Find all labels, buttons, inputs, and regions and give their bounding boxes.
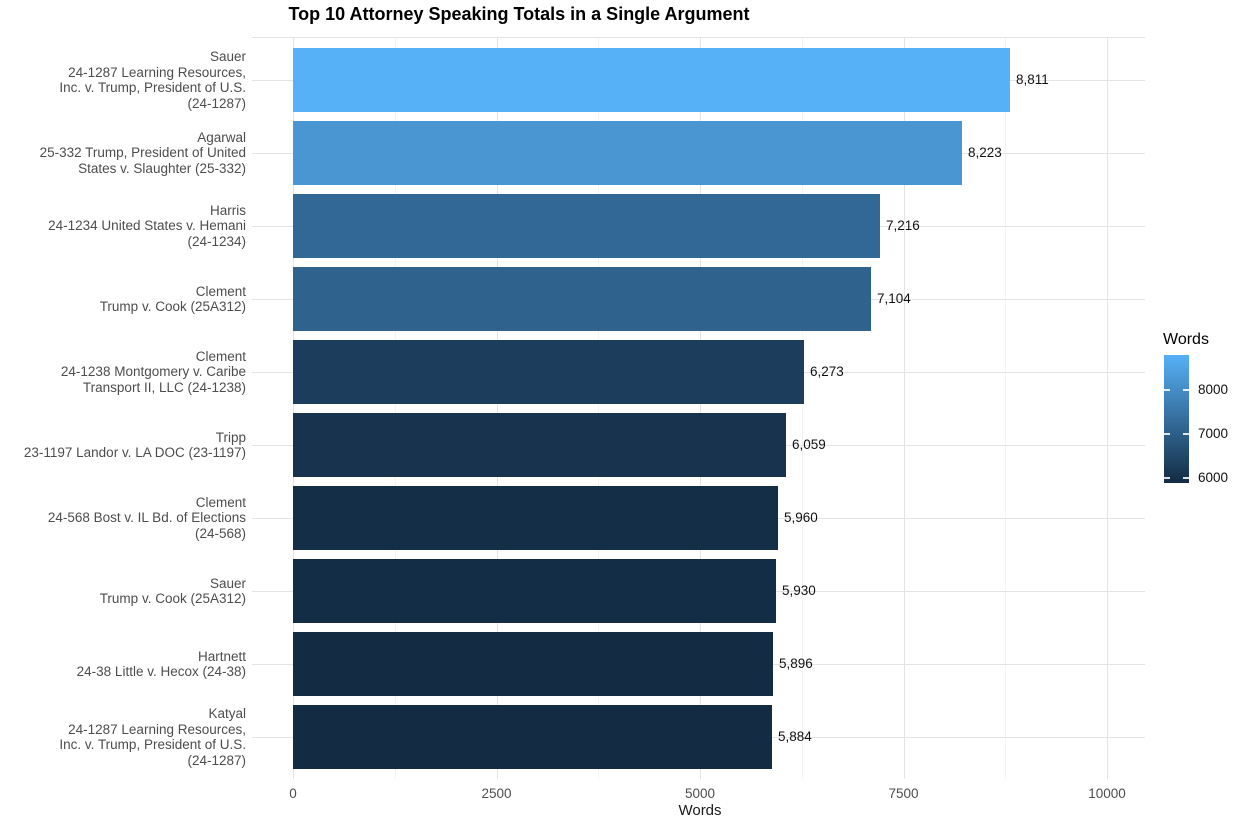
- bar-value-label: 7,216: [886, 218, 920, 233]
- gridline-horizontal: [252, 37, 1145, 38]
- y-axis-label-line: Inc. v. Trump, President of U.S.: [59, 80, 246, 95]
- bar: [293, 121, 962, 185]
- gridline-vertical-major: [293, 37, 294, 779]
- legend-colorbar-tick: [1183, 389, 1189, 392]
- y-axis-label-line: Clement: [195, 283, 246, 299]
- y-axis-label-line: Agarwal: [197, 129, 246, 145]
- bar: [293, 705, 772, 769]
- legend-colorbar-tick: [1164, 389, 1170, 392]
- y-axis-label: Hartnett 24-38 Little v. Hecox (24-38): [0, 649, 246, 680]
- y-axis-label-line: (24-1287): [187, 95, 246, 111]
- bar-value-label: 7,104: [877, 291, 911, 306]
- y-axis-label: Harris 24-1234 United States v. Hemani (24…: [0, 203, 246, 250]
- y-axis-label: Clement Trump v. Cook (25A312): [0, 284, 246, 315]
- legend-colorbar-tick: [1183, 476, 1189, 479]
- bar: [293, 340, 804, 404]
- legend-tick-label: 7000: [1198, 426, 1229, 442]
- bar-value-label: 8,811: [1016, 72, 1049, 87]
- bar-value-label: 5,884: [778, 729, 812, 744]
- gridline-vertical-major: [496, 37, 498, 779]
- x-tick-label: 7500: [888, 786, 919, 801]
- y-axis-label-line: Inc. v. Trump, President of U.S.: [59, 737, 246, 752]
- y-axis-label-line: 24-1238 Montgomery v. Caribe: [60, 364, 246, 380]
- legend-title: Words: [1163, 331, 1209, 348]
- y-axis-label-line: 24-1287 Learning Resources,: [68, 64, 246, 80]
- y-axis-label-line: Katyal: [208, 706, 246, 721]
- y-axis-label: Sauer Trump v. Cook (25A312): [0, 576, 246, 607]
- x-tick-label: 2500: [481, 786, 512, 801]
- y-axis-label-line: Trump v. Cook (25A312): [99, 591, 246, 606]
- gridline-vertical-minor: [394, 37, 396, 779]
- legend-tick-label: 8000: [1198, 382, 1229, 398]
- y-axis-label-line: Clement: [195, 494, 246, 510]
- y-axis-label-line: 24-38 Little v. Hecox (24-38): [76, 664, 246, 679]
- gridline-vertical-minor: [598, 37, 600, 779]
- gridline-vertical-minor: [801, 37, 803, 779]
- y-axis-label-line: 24-1234 United States v. Hemani: [48, 218, 246, 234]
- y-axis-label-line: Transport II, LLC (24-1238): [82, 379, 246, 395]
- y-axis-label: Tripp 23-1197 Landor v. LA DOC (23-1197): [0, 430, 246, 461]
- bar-value-label: 5,960: [784, 510, 818, 525]
- y-axis-label-line: Sauer: [209, 575, 246, 591]
- legend-colorbar-tick: [1164, 433, 1170, 436]
- y-axis-label: Sauer 24-1287 Learning Resources, Inc. v. …: [0, 49, 246, 111]
- y-axis-label: Katyal 24-1287 Learning Resources, Inc. v.…: [0, 706, 246, 768]
- y-axis-label-line: Sauer: [209, 49, 246, 64]
- y-axis-label-line: Clement: [195, 348, 246, 364]
- chart-title: Top 10 Attorney Speaking Totals in a Sin…: [288, 4, 750, 24]
- bar: [293, 194, 880, 258]
- plot-panel: 8,811 8,223 7,216 7,104 6,273 6,059 5,960 5,930…: [252, 37, 1145, 779]
- bar-value-label: 6,059: [792, 437, 826, 452]
- x-tick-label: 5000: [684, 786, 716, 801]
- y-axis-label: Agarwal 25-332 Trump, President of United…: [0, 130, 246, 177]
- bar: [293, 486, 778, 550]
- bar-value-label: 6,273: [810, 364, 844, 379]
- bar: [293, 48, 1010, 112]
- y-axis-label-line: (24-1287): [187, 752, 246, 768]
- gridline-vertical-major: [1107, 37, 1108, 779]
- x-tick-label: 0: [289, 786, 297, 801]
- y-axis-label-line: (24-1234): [187, 233, 246, 249]
- bar: [293, 559, 776, 623]
- y-axis-label-line: (24-568): [194, 525, 246, 541]
- y-axis-label-line: Harris: [210, 202, 246, 218]
- bar: [293, 267, 871, 331]
- bar: [293, 632, 773, 696]
- y-axis-label-line: Trump v. Cook (25A312): [99, 299, 246, 314]
- bar-value-label: 5,896: [779, 656, 813, 671]
- x-axis-title: Words: [678, 802, 722, 819]
- bar-value-label: 8,223: [968, 145, 1002, 160]
- bar: [293, 413, 786, 477]
- y-axis-label-line: Hartnett: [197, 648, 246, 664]
- y-axis-label-line: 24-568 Bost v. IL Bd. of Elections: [47, 510, 246, 526]
- y-axis-label-line: 23-1197 Landor v. LA DOC (23-1197): [23, 445, 246, 460]
- legend-tick-label: 6000: [1198, 469, 1229, 485]
- y-axis-label-line: 24-1287 Learning Resources,: [68, 721, 246, 737]
- y-axis-label-line: Tripp: [215, 429, 246, 445]
- legend-colorbar: [1164, 355, 1189, 483]
- legend-colorbar-tick: [1183, 433, 1189, 436]
- legend-colorbar-tick: [1164, 476, 1170, 479]
- x-tick-label: 10000: [1088, 786, 1126, 801]
- gridline-vertical-major: [700, 37, 701, 779]
- gridline-vertical-major: [903, 37, 905, 779]
- y-axis-label-line: States v. Slaughter (25-332): [78, 160, 246, 176]
- gridline-vertical-minor: [1005, 37, 1007, 779]
- y-axis-label: Clement 24-1238 Montgomery v. Caribe Trans…: [0, 349, 246, 396]
- y-axis-label: Clement 24-568 Bost v. IL Bd. of Election…: [0, 495, 246, 542]
- bar-value-label: 5,930: [782, 583, 816, 598]
- y-axis-label-line: 25-332 Trump, President of United: [39, 145, 246, 161]
